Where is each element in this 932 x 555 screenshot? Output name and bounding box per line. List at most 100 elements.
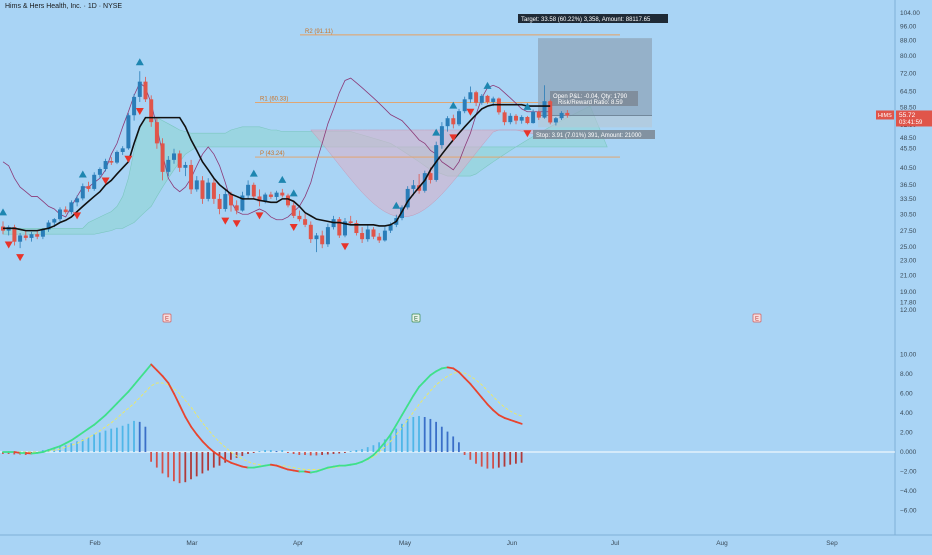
macd-line-segment [277, 466, 283, 468]
macd-histogram-bar [475, 452, 477, 464]
macd-histogram-bar [213, 452, 215, 468]
macd-histogram-bar [264, 450, 266, 452]
price-tick-label: 80.00 [900, 53, 917, 60]
price-tick-label: 30.50 [900, 211, 917, 218]
candle-body [468, 92, 472, 99]
buy-signal-marker [250, 170, 258, 177]
macd-histogram-bar [447, 432, 449, 452]
macd-line-segment [185, 417, 191, 427]
price-tick-label: 25.00 [900, 244, 917, 251]
macd-histogram-bar [293, 452, 295, 454]
macd-line-segment [106, 409, 112, 415]
macd-histogram-bar [424, 417, 426, 452]
candle-body [503, 112, 507, 122]
macd-line-segment [436, 368, 442, 371]
time-tick-label: Aug [716, 540, 728, 547]
macd-histogram-bar [167, 452, 169, 477]
candle-body [115, 152, 119, 163]
macd-histogram-bar [367, 447, 369, 452]
price-tick-label: 19.00 [900, 289, 917, 296]
candle-body [554, 118, 558, 122]
price-tick-label: 48.50 [900, 135, 917, 142]
buy-signal-marker [136, 58, 144, 65]
macd-histogram-bar [498, 452, 500, 468]
macd-histogram-bar [333, 452, 335, 454]
candle-body [372, 229, 376, 236]
time-tick-label: Sep [826, 540, 838, 547]
macd-histogram-bar [338, 452, 340, 453]
macd-histogram-bar [390, 435, 392, 453]
macd-histogram-bar [196, 452, 198, 476]
candle-body [98, 169, 102, 175]
macd-histogram-bar [441, 427, 443, 452]
macd-histogram-bar [65, 445, 67, 452]
macd-line-segment [408, 396, 414, 406]
macd-histogram-bar [247, 452, 249, 454]
price-tick-label: 45.50 [900, 146, 917, 153]
macd-line-segment [402, 405, 408, 415]
candle-body [24, 235, 28, 237]
time-tick-label: Mar [186, 540, 198, 547]
macd-histogram-bar [70, 443, 72, 452]
price-tick-label: 58.50 [900, 105, 917, 112]
macd-histogram-bar [253, 452, 255, 453]
macd-line-segment [499, 415, 505, 418]
macd-histogram-bar [469, 452, 471, 460]
macd-line-segment [128, 385, 134, 392]
candle-body [183, 165, 187, 168]
candle-body [486, 96, 490, 102]
candle-body [81, 186, 85, 198]
macd-histogram-bar [316, 452, 318, 455]
macd-tick-label: −6.00 [900, 507, 917, 514]
sell-signal-marker [233, 220, 241, 227]
macd-line-segment [151, 364, 157, 370]
macd-histogram-bar [207, 452, 209, 470]
trade-target-label: Target: 33.58 (60.22%) 3,358, Amount: 88… [521, 17, 651, 23]
candle-body [440, 126, 444, 145]
macd-line-segment [317, 470, 323, 472]
candle-body [508, 116, 512, 122]
macd-histogram-bar [373, 445, 375, 452]
candle-body [280, 193, 284, 196]
macd-line-segment [163, 376, 169, 383]
earnings-marker-label: E [755, 317, 759, 323]
candle-body [75, 198, 79, 202]
macd-histogram-bar [99, 433, 101, 452]
macd-histogram-bar [458, 442, 460, 452]
macd-tick-label: 10.00 [900, 352, 917, 359]
macd-line-segment [431, 371, 437, 375]
macd-histogram-bar [321, 452, 323, 455]
candle-body [104, 161, 108, 169]
macd-histogram-bar [515, 452, 517, 464]
macd-line-segment [425, 375, 431, 381]
sell-signal-marker [221, 218, 229, 225]
macd-line-segment [111, 403, 117, 409]
trade-stop-label: Stop: 3.91 (7.01%) 391, Amount: 21000 [536, 133, 642, 139]
macd-tick-label: −4.00 [900, 488, 917, 495]
candle-body [446, 118, 450, 126]
candle-body [349, 221, 353, 223]
macd-tick-label: 6.00 [900, 391, 913, 398]
macd-line-segment [71, 436, 77, 440]
earnings-marker-label: E [165, 317, 169, 323]
macd-histogram-bar [145, 427, 147, 452]
sell-signal-marker [136, 108, 144, 115]
macd-line-segment [83, 429, 89, 433]
chart-title: Hims & Hers Health, Inc. · 1D · NYSE [5, 3, 122, 10]
price-tick-label: 104.00 [900, 10, 920, 17]
sell-signal-marker [5, 241, 13, 248]
macd-line-segment [419, 381, 425, 387]
macd-histogram-bar [150, 452, 152, 462]
macd-line-segment [180, 405, 186, 417]
macd-histogram-bar [173, 452, 175, 481]
macd-histogram-bar [127, 424, 129, 452]
price-tick-label: 40.50 [900, 165, 917, 172]
macd-line-segment [470, 384, 476, 391]
price-tick-label: 17.80 [900, 300, 917, 307]
macd-histogram-bar [344, 452, 346, 453]
candle-body [166, 160, 170, 172]
macd-line-segment [493, 410, 499, 415]
candle-body [161, 143, 165, 171]
